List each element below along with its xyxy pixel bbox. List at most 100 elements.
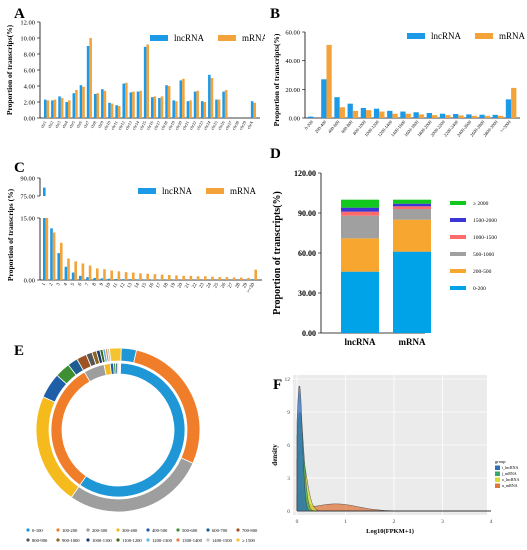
c-bar-lncrna xyxy=(129,279,132,280)
a-ytick-label: 12.00 xyxy=(20,20,35,27)
c-bar-lncrna xyxy=(93,277,96,280)
f-y-axis-title: density xyxy=(271,444,279,466)
a-bar-mrna xyxy=(60,98,64,118)
a-xtick-label: chr26 xyxy=(217,120,226,131)
f-ytick-label: 0 xyxy=(287,509,290,515)
b-ytick-label: 60.00 xyxy=(285,30,300,37)
a-bar-lncrna xyxy=(136,91,140,118)
c-bar-mrna xyxy=(81,263,85,280)
f-ytick-label: 6 xyxy=(287,443,290,449)
c-xtick-label: 8 xyxy=(92,282,98,287)
e-legend-label: 800-900 xyxy=(32,538,48,543)
d-stack-segment xyxy=(341,215,379,239)
a-legend-label-lncrna: lncRNA xyxy=(174,33,204,43)
a-bar-lncrna xyxy=(115,105,118,118)
f-xtick-label: 0 xyxy=(296,519,299,525)
c-bar-mrna xyxy=(110,270,113,280)
c-bar-lncrna xyxy=(143,279,147,280)
c-bar-mrna xyxy=(167,275,171,280)
a-bar-lncrna xyxy=(193,91,197,118)
b-bar-lncrna xyxy=(334,97,340,118)
a-bar-lncrna xyxy=(222,91,225,118)
c-bar-lncrna xyxy=(50,228,53,280)
c-ytick-label: 15.00 xyxy=(20,216,35,223)
e-legend-label: 1300-1400 xyxy=(182,538,203,543)
c-bar-mrna xyxy=(124,272,128,280)
e-legend-marker xyxy=(86,528,90,532)
f-ytick-label: 9 xyxy=(287,410,290,416)
e-legend-marker xyxy=(86,538,90,542)
c-bar-mrna xyxy=(254,269,257,280)
c-xtick-label: 24 xyxy=(206,282,213,289)
a-bar-mrna xyxy=(210,78,214,118)
d-xtick-label: mRNA xyxy=(399,337,426,347)
c-xtick-label: 20 xyxy=(177,282,184,289)
b-ytick-label: 40.00 xyxy=(285,58,300,65)
panel-label-e: E xyxy=(14,343,25,359)
a-bar-lncrna xyxy=(250,101,254,118)
b-bar-mrna xyxy=(379,111,385,118)
e-legend-marker xyxy=(26,538,30,542)
chart-b: 0.00 20.00 40.00 60.00 Proportion of transcr… xyxy=(272,30,526,138)
a-xtick-label: chr21 xyxy=(181,120,190,131)
b-bar-mrna xyxy=(405,113,411,118)
a-xtick-label: chr17 xyxy=(152,120,161,131)
b-bar-lncrna xyxy=(308,116,314,118)
b-xtick-label: 200-400 xyxy=(314,119,328,134)
b-bar-lncrna xyxy=(400,111,406,118)
a-bar-lncrna xyxy=(58,96,61,118)
a-bar-mrna xyxy=(203,102,207,118)
c-bar-lncrna xyxy=(122,279,125,280)
e-legend-marker xyxy=(176,538,180,542)
c-xtick-label: 9 xyxy=(99,282,105,287)
c-legend-swatch-mrna xyxy=(206,188,224,194)
b-bar-mrna xyxy=(471,115,477,118)
c-xtick-label: 29 xyxy=(242,282,249,289)
e-legend-label: ≥ 1500 xyxy=(242,538,256,543)
c-bar-lncrna xyxy=(115,278,118,280)
c-bar-mrna xyxy=(211,276,214,280)
a-xtick-label: chr29 xyxy=(238,120,247,131)
c-y-axis-title: Proportion of transcrips (%) xyxy=(6,188,15,281)
d-legend-swatch xyxy=(450,235,466,239)
c-bar-lncrna xyxy=(251,279,255,280)
b-bar-lncrna xyxy=(373,108,380,118)
c-bar-mrna xyxy=(103,269,106,280)
e-legend-marker xyxy=(236,538,240,542)
d-stack-segment xyxy=(393,199,431,204)
a-xtick-label: chr14 xyxy=(131,119,141,131)
c-xtick-label: 25 xyxy=(213,282,220,289)
c-bar-lncrna-upper xyxy=(43,187,46,196)
e-legend-label: 1400-1500 xyxy=(212,538,233,543)
c-bar-mrna xyxy=(196,276,200,280)
c-bar-mrna xyxy=(247,277,250,280)
a-ytick-label: 8.00 xyxy=(24,52,35,59)
b-bar-mrna xyxy=(326,44,332,118)
c-bar-lncrna xyxy=(64,266,68,280)
c-bar-mrna xyxy=(95,268,99,280)
c-legend-label-lncrna: lncRNA xyxy=(162,186,192,196)
b-bar-lncrna xyxy=(426,112,432,118)
d-legend-swatch xyxy=(450,252,466,256)
e-inner-slice xyxy=(119,362,122,375)
d-legend-swatch xyxy=(450,286,466,290)
a-xtick-label: chr11 xyxy=(110,120,119,131)
f-legend-label: j_mRNA xyxy=(501,471,517,476)
c-xtick-label: 13 xyxy=(127,282,134,289)
c-bar-mrna xyxy=(160,274,164,280)
a-xtick-label: chr5 xyxy=(68,120,76,129)
b-bar-lncrna xyxy=(360,107,367,118)
c-xtick-label: 26 xyxy=(220,282,227,289)
a-bar-lncrna xyxy=(129,92,133,118)
b-bar-lncrna xyxy=(453,113,459,118)
a-bar-mrna xyxy=(217,99,221,118)
a-bar-mrna xyxy=(167,86,171,118)
a-xtick-label: chr27 xyxy=(224,120,233,131)
b-legend-swatch-lncrna xyxy=(407,33,425,39)
b-y-axis-title: Proportion of transcripts(%) xyxy=(272,33,281,126)
a-bar-mrna xyxy=(182,78,185,118)
d-stack-segment xyxy=(341,238,379,272)
f-legend-swatch xyxy=(495,477,500,482)
f-legend-label: i_lncRNA xyxy=(502,465,519,470)
a-bar-mrna xyxy=(196,90,199,118)
